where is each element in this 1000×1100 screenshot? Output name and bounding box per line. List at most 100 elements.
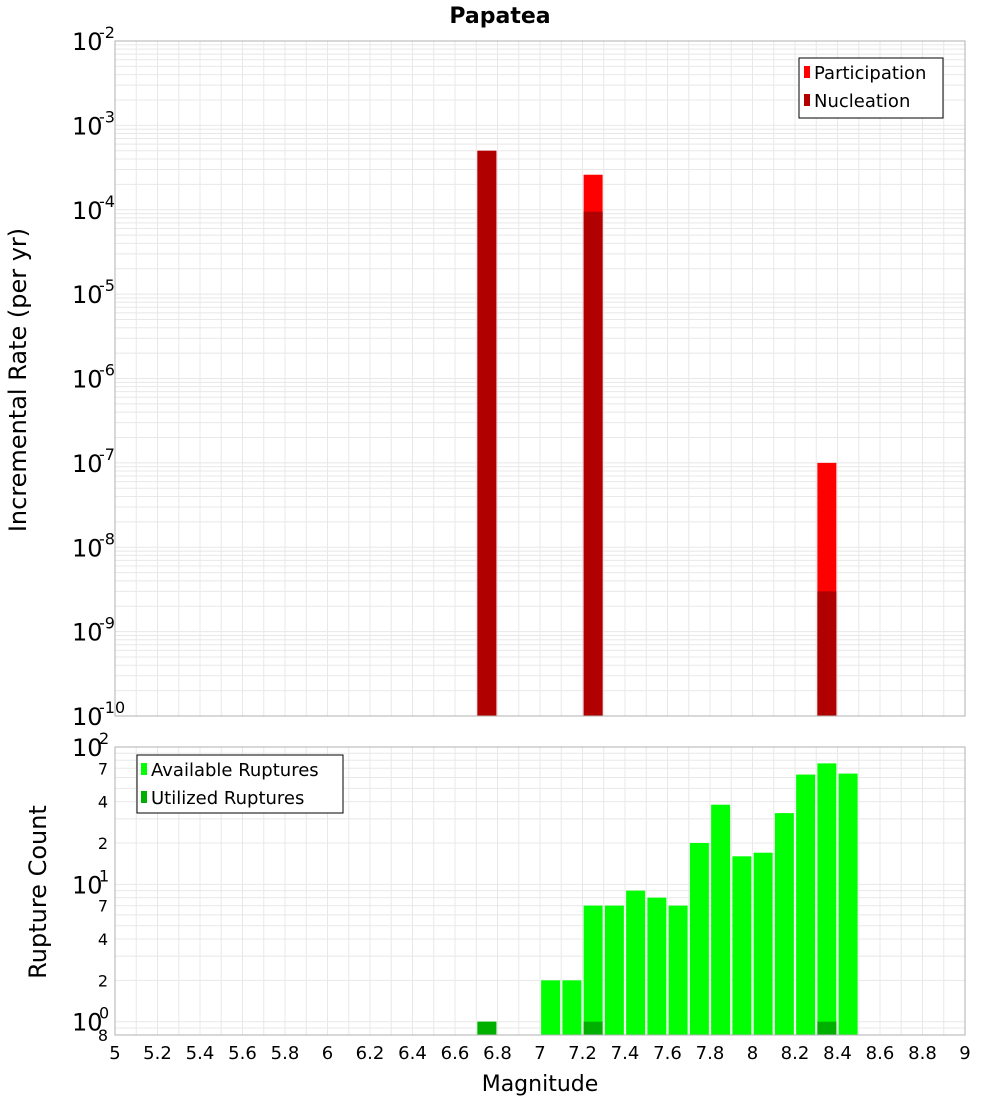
x-axis-label: Magnitude (482, 1072, 599, 1097)
x-tick-label: 7.4 (611, 1043, 640, 1064)
tick-exponent: 0 (99, 1004, 109, 1023)
tick-exponent: -8 (99, 529, 115, 548)
tick-base: 10 (72, 734, 103, 762)
x-tick-label: 7.2 (568, 1043, 597, 1064)
x-tick-label: 5.8 (271, 1043, 300, 1064)
tick-base: 10 (72, 112, 103, 140)
x-tick-label: 8.6 (866, 1043, 895, 1064)
bottom-y-minor-tick-label: 7 (98, 759, 108, 778)
x-tick-label: 5.2 (143, 1043, 172, 1064)
x-tick-label: 5.6 (228, 1043, 257, 1064)
x-tick-label: 9 (959, 1043, 970, 1064)
bar-available-ruptures (562, 980, 582, 1035)
tick-exponent: -5 (99, 276, 115, 295)
bar-nucleation (583, 211, 603, 716)
top-y-axis-label: Incremental Rate (per yr) (4, 228, 32, 532)
tick-exponent: -4 (99, 192, 115, 211)
tick-base: 10 (72, 197, 103, 225)
tick-base: 10 (72, 534, 103, 562)
bar-available-ruptures (817, 763, 837, 1035)
bar-utilized-ruptures (477, 1021, 497, 1035)
top-y-tick-label: 10-9 (72, 614, 115, 647)
bar-available-ruptures (626, 890, 646, 1035)
tick-exponent: -10 (99, 698, 125, 717)
tick-base: 10 (72, 619, 103, 647)
bar-utilized-ruptures (583, 1021, 603, 1035)
legend-box (136, 754, 344, 814)
bottom-y-tick-label: 102 (72, 729, 109, 762)
bar-available-ruptures (583, 905, 603, 1035)
tick-exponent: 1 (99, 866, 109, 885)
top-y-tick-label: 10-7 (72, 445, 115, 478)
x-tick-label: 7 (534, 1043, 545, 1064)
legend-label: Nucleation (814, 91, 910, 112)
legend-label: Available Ruptures (151, 760, 319, 781)
bar-nucleation (477, 150, 497, 716)
legend-box (798, 57, 944, 119)
bottom-y-minor-tick-label: 4 (98, 930, 108, 949)
bar-available-ruptures (689, 843, 709, 1035)
x-tick-label: 6 (322, 1043, 333, 1064)
bar-available-ruptures (732, 856, 752, 1035)
tick-base: 10 (72, 281, 103, 309)
tick-exponent: -7 (99, 445, 115, 464)
bottom-y-minor-tick-label: 2 (98, 971, 108, 990)
legend-swatch (804, 66, 810, 78)
x-tick-label: 8.4 (823, 1043, 852, 1064)
top-y-tick-label: 10-2 (72, 23, 115, 56)
bar-available-ruptures (838, 773, 858, 1035)
legend-swatch (141, 763, 147, 775)
tick-exponent: -6 (99, 361, 115, 380)
chart-title: Papatea (449, 4, 550, 29)
bar-available-ruptures (711, 804, 731, 1035)
top-y-tick-label: 10-3 (72, 107, 115, 140)
bar-utilized-ruptures (817, 1021, 837, 1035)
bar-nucleation (817, 591, 837, 716)
bar-available-ruptures (796, 774, 816, 1035)
bottom-y-minor-tick-label: 2 (98, 834, 108, 853)
tick-base: 10 (72, 703, 103, 731)
top-y-tick-label: 10-5 (72, 276, 115, 309)
tick-base: 10 (72, 28, 103, 56)
bar-available-ruptures (774, 813, 794, 1035)
x-tick-label: 6.6 (441, 1043, 470, 1064)
bottom-y-minor-tick-label: 7 (98, 897, 108, 916)
top-legend: Participation Nucleation (798, 57, 944, 119)
tick-base: 10 (72, 366, 103, 394)
bottom-y-tick-label: 101 (72, 866, 109, 899)
bottom-y-axis-label: Rupture Count (24, 805, 52, 979)
x-tick-label: 7.6 (653, 1043, 682, 1064)
tick-exponent: 2 (99, 729, 109, 748)
grid (114, 40, 966, 717)
tick-base: 10 (72, 871, 103, 899)
x-tick-label: 6.2 (356, 1043, 385, 1064)
legend-swatch (804, 94, 810, 106)
legend-label: Participation (814, 63, 926, 84)
bar-available-ruptures (753, 852, 773, 1035)
bottom-y-tick-label: 100 (72, 1004, 109, 1037)
top-y-tick-label: 10-8 (72, 529, 115, 562)
x-tick-label: 8.8 (908, 1043, 937, 1064)
bar-available-ruptures (647, 897, 667, 1035)
x-tick-label: 5 (109, 1043, 120, 1064)
bottom-plot-frame (114, 746, 966, 1036)
x-tick-label: 6.8 (483, 1043, 512, 1064)
bar-available-ruptures (541, 980, 561, 1035)
bottom-y-minor-tick-label: 8 (98, 1026, 108, 1045)
bottom-y-minor-tick-label: 4 (98, 793, 108, 812)
top-plot-frame (114, 40, 966, 717)
bottom-legend: Available Ruptures Utilized Ruptures (136, 754, 344, 814)
x-tick-label: 5.4 (186, 1043, 215, 1064)
legend-label: Utilized Ruptures (151, 788, 304, 809)
x-tick-label: 6.4 (398, 1043, 427, 1064)
tick-base: 10 (72, 450, 103, 478)
tick-base: 10 (72, 1009, 103, 1037)
x-tick-label: 7.8 (696, 1043, 725, 1064)
bar-available-ruptures (668, 905, 688, 1035)
tick-exponent: -3 (99, 107, 115, 126)
top-y-tick-label: 10-4 (72, 192, 115, 225)
bar-available-ruptures (604, 905, 624, 1035)
legend-swatch (141, 791, 147, 803)
top-y-tick-label: 10-6 (72, 361, 115, 394)
